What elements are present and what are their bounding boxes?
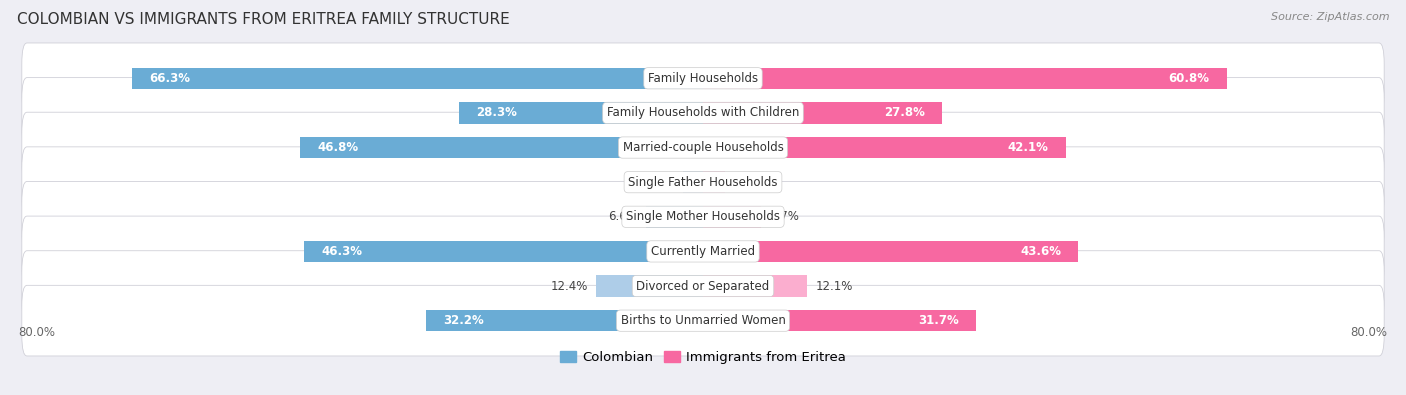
Text: Births to Unmarried Women: Births to Unmarried Women [620, 314, 786, 327]
Text: 46.3%: 46.3% [322, 245, 363, 258]
Bar [703, 68, 1226, 89]
Text: 2.5%: 2.5% [733, 176, 763, 189]
FancyBboxPatch shape [22, 112, 1384, 183]
Bar [596, 275, 703, 297]
FancyBboxPatch shape [22, 251, 1384, 322]
FancyBboxPatch shape [22, 285, 1384, 356]
Text: 60.8%: 60.8% [1168, 72, 1209, 85]
Text: 2.3%: 2.3% [645, 176, 675, 189]
Legend: Colombian, Immigrants from Eritrea: Colombian, Immigrants from Eritrea [554, 346, 852, 370]
Text: 32.2%: 32.2% [443, 314, 484, 327]
Text: 80.0%: 80.0% [18, 325, 55, 339]
FancyBboxPatch shape [22, 216, 1384, 287]
Text: Married-couple Households: Married-couple Households [623, 141, 783, 154]
Text: Single Mother Households: Single Mother Households [626, 210, 780, 223]
Text: Family Households: Family Households [648, 72, 758, 85]
Text: 43.6%: 43.6% [1021, 245, 1062, 258]
Bar [299, 137, 703, 158]
Text: 27.8%: 27.8% [884, 106, 925, 119]
Text: 80.0%: 80.0% [1351, 325, 1388, 339]
Text: 12.1%: 12.1% [815, 280, 853, 293]
Bar [132, 68, 703, 89]
Text: Currently Married: Currently Married [651, 245, 755, 258]
Bar [703, 171, 724, 193]
Text: Source: ZipAtlas.com: Source: ZipAtlas.com [1271, 12, 1389, 22]
Bar [460, 102, 703, 124]
Bar [703, 102, 942, 124]
Text: Single Father Households: Single Father Households [628, 176, 778, 189]
Bar [647, 206, 703, 228]
Text: 66.3%: 66.3% [149, 72, 190, 85]
FancyBboxPatch shape [22, 181, 1384, 252]
Text: 46.8%: 46.8% [318, 141, 359, 154]
Bar [304, 241, 703, 262]
Bar [703, 137, 1066, 158]
Text: Divorced or Separated: Divorced or Separated [637, 280, 769, 293]
FancyBboxPatch shape [22, 77, 1384, 148]
Text: 42.1%: 42.1% [1008, 141, 1049, 154]
Text: 12.4%: 12.4% [550, 280, 588, 293]
Bar [703, 275, 807, 297]
Bar [703, 310, 976, 331]
Bar [703, 241, 1078, 262]
Text: COLOMBIAN VS IMMIGRANTS FROM ERITREA FAMILY STRUCTURE: COLOMBIAN VS IMMIGRANTS FROM ERITREA FAM… [17, 12, 509, 27]
Text: 6.6%: 6.6% [607, 210, 637, 223]
Text: 6.7%: 6.7% [769, 210, 799, 223]
Text: 28.3%: 28.3% [477, 106, 517, 119]
Text: 31.7%: 31.7% [918, 314, 959, 327]
Bar [683, 171, 703, 193]
FancyBboxPatch shape [22, 43, 1384, 114]
Bar [426, 310, 703, 331]
Bar [703, 206, 761, 228]
FancyBboxPatch shape [22, 147, 1384, 218]
Text: Family Households with Children: Family Households with Children [607, 106, 799, 119]
